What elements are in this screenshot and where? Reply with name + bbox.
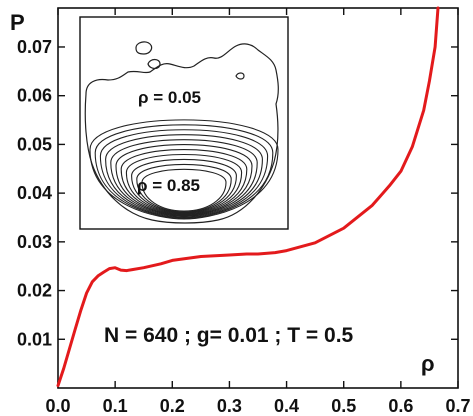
inset-contour-ring [141, 168, 227, 212]
inset-contour-ring [89, 119, 279, 220]
x-axis-ticks: 0.0 0.1 0.2 0.3 0.4 0.5 0.6 0.7 [45, 8, 471, 416]
y-tick-label: 0.05 [17, 134, 52, 154]
inset-contour-rings [89, 119, 279, 220]
y-tick-label: 0.04 [17, 183, 52, 203]
inset-label-low: ρ = 0.05 [138, 88, 201, 107]
inset-contour-ring [125, 154, 243, 214]
x-axis-title: ρ [421, 351, 435, 376]
plot-frame [57, 7, 459, 389]
y-tick-label: 0.06 [17, 86, 52, 106]
inset-contour-ring [105, 134, 263, 218]
x-tick-label: 0.5 [331, 396, 356, 416]
x-tick-label: 0.0 [45, 396, 70, 416]
inset-contour-ring [136, 163, 232, 213]
inset-contour-island-b [147, 58, 161, 70]
inset-label-high: ρ = 0.85 [137, 176, 200, 195]
inset-contour-island-a [135, 41, 153, 55]
inset-contour-ring [110, 139, 258, 217]
y-tick-label: 0.03 [17, 232, 52, 252]
inset-panel: ρ = 0.05 ρ = 0.85 [79, 16, 289, 230]
inset-contour-ring [115, 144, 253, 216]
x-tick-label: 0.7 [445, 396, 470, 416]
inset-contour-ring [94, 124, 274, 219]
x-tick-label: 0.2 [160, 396, 185, 416]
y-axis-ticks: 0.01 0.02 0.03 0.04 0.05 0.06 0.07 [17, 37, 458, 349]
y-tick-label: 0.07 [17, 37, 52, 57]
inset-frame [79, 16, 289, 230]
x-tick-label: 0.1 [103, 396, 128, 416]
x-tick-label: 0.4 [274, 396, 299, 416]
x-tick-label: 0.6 [388, 396, 413, 416]
inset-contour-outer [84, 43, 279, 224]
pressure-curve [56, 6, 440, 388]
y-tick-label: 0.01 [17, 329, 52, 349]
inset-contour-island-c [235, 72, 245, 80]
inset-contour-ring [120, 149, 248, 215]
x-tick-label: 0.3 [217, 396, 242, 416]
inset-contour-ring [131, 158, 237, 214]
inset-contour-ring [99, 129, 269, 218]
parameters-annotation: N = 640 ; g= 0.01 ; T = 0.5 [104, 324, 354, 347]
y-tick-label: 0.02 [17, 281, 52, 301]
y-axis-title: P [10, 10, 25, 35]
